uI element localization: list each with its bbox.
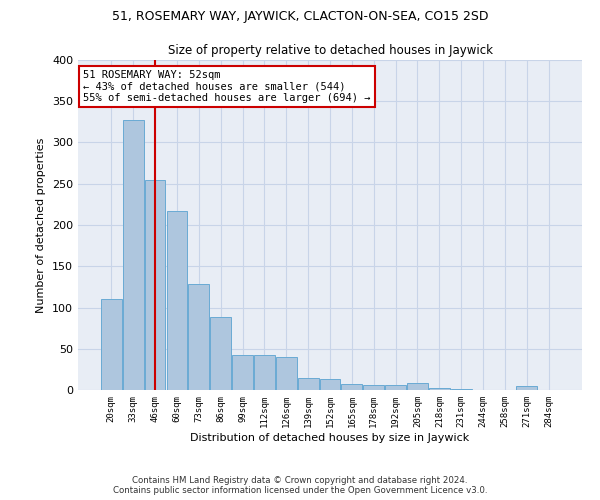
Y-axis label: Number of detached properties: Number of detached properties xyxy=(37,138,46,312)
X-axis label: Distribution of detached houses by size in Jaywick: Distribution of detached houses by size … xyxy=(190,432,470,442)
Bar xyxy=(385,385,406,390)
Bar xyxy=(210,316,231,390)
Bar xyxy=(298,378,319,390)
Bar xyxy=(145,180,166,390)
Bar xyxy=(364,385,384,390)
Bar xyxy=(232,356,253,390)
Bar xyxy=(188,284,209,390)
Bar xyxy=(320,380,340,390)
Bar xyxy=(276,357,296,390)
Title: Size of property relative to detached houses in Jaywick: Size of property relative to detached ho… xyxy=(167,44,493,58)
Bar xyxy=(451,389,472,390)
Bar xyxy=(101,299,122,390)
Text: Contains HM Land Registry data © Crown copyright and database right 2024.
Contai: Contains HM Land Registry data © Crown c… xyxy=(113,476,487,495)
Bar xyxy=(341,384,362,390)
Bar xyxy=(429,388,450,390)
Bar xyxy=(167,211,187,390)
Text: 51, ROSEMARY WAY, JAYWICK, CLACTON-ON-SEA, CO15 2SD: 51, ROSEMARY WAY, JAYWICK, CLACTON-ON-SE… xyxy=(112,10,488,23)
Bar xyxy=(407,384,428,390)
Bar xyxy=(254,356,275,390)
Text: 51 ROSEMARY WAY: 52sqm
← 43% of detached houses are smaller (544)
55% of semi-de: 51 ROSEMARY WAY: 52sqm ← 43% of detached… xyxy=(83,70,371,103)
Bar xyxy=(123,120,143,390)
Bar xyxy=(517,386,537,390)
